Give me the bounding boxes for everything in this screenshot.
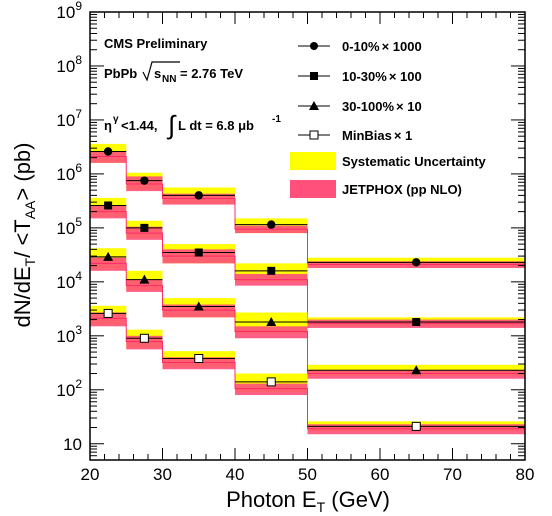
jetphox-band <box>90 151 127 163</box>
data-point <box>103 308 113 318</box>
y-tick-label: 104 <box>56 269 82 292</box>
data-point <box>194 191 203 200</box>
data-point <box>411 365 422 375</box>
jetphox-band <box>235 383 308 396</box>
legend-label: MinBias × 1 <box>342 128 412 143</box>
pink-box-icon <box>290 180 336 198</box>
data-point <box>140 223 149 232</box>
annotation-energy-pbpb: PbPb <box>104 66 137 81</box>
data-point <box>194 248 203 257</box>
x-axis-title: Photon ET (GeV) <box>226 487 390 515</box>
x-tick-label: 20 <box>81 465 100 484</box>
x-tick-label: 50 <box>298 465 317 484</box>
ticks-layer: 20 30 40 50 60 70 80 10 102 103 104 105 106 107 108 109 <box>56 0 534 484</box>
data-point <box>103 147 113 156</box>
data-point <box>140 176 149 185</box>
legend-item-10-30: 10-30% × 100 <box>298 69 422 84</box>
x-tick-label: 80 <box>516 465 535 484</box>
jetphox-band <box>90 312 127 327</box>
y-tick-label: 102 <box>56 377 82 400</box>
y-tick-label: 105 <box>56 215 82 238</box>
legend-label: Systematic Uncertainty <box>342 154 487 169</box>
data-point <box>267 220 276 229</box>
jetphox-band <box>235 326 308 339</box>
y-tick-label: 108 <box>56 53 82 76</box>
data-point <box>103 251 114 261</box>
legend-item-jetphox: JETPHOX (pp NLO) <box>290 180 462 198</box>
y-axis-title: dN/dET/ <TAA> (pb) <box>10 142 38 327</box>
data-point <box>193 301 204 311</box>
legend-label: JETPHOX (pp NLO) <box>342 182 462 197</box>
annotation-energy-value: = 2.76 TeV <box>180 66 243 81</box>
legend-item-30-100: 30-100% × 10 <box>298 99 422 114</box>
x-tick-label: 70 <box>443 465 462 484</box>
annotation-energy-s: s <box>154 66 161 81</box>
jetphox-line <box>90 156 525 265</box>
x-tick-label: 40 <box>226 465 245 484</box>
legend: 0-10% × 1000 10-30% × 100 30-100% × 10 MinB… <box>290 39 487 198</box>
data-point <box>412 258 421 267</box>
legend-item-0-10: 0-10% × 1000 <box>298 39 422 54</box>
annotation-lumi: L dt = 6.8 μb <box>178 118 254 133</box>
y-tick-label: 10 <box>63 435 82 454</box>
data-point <box>266 317 277 327</box>
jetphox-band <box>162 304 235 318</box>
x-tick-label: 30 <box>153 465 172 484</box>
legend-label: 10-30% × 100 <box>342 69 422 84</box>
annotation-eta-cut: <1.44, <box>121 118 158 133</box>
data-point <box>139 333 149 343</box>
filled-triangle-icon <box>309 101 319 110</box>
markers-layer <box>90 147 525 431</box>
annotation-acceptance: η γ <1.44, ∫ L dt = 6.8 μb -1 <box>104 110 281 140</box>
integral-icon: ∫ <box>166 110 177 140</box>
jetphox-band <box>307 370 525 379</box>
data-point <box>139 274 150 284</box>
data-point <box>104 201 113 210</box>
jetphox-band <box>162 357 235 370</box>
data-point <box>412 318 421 327</box>
y-tick-label: 107 <box>56 107 82 130</box>
data-point <box>194 353 204 363</box>
annotation-lumi-exp: -1 <box>272 114 281 125</box>
x-tick-label: 60 <box>371 465 390 484</box>
annotation-energy-nn: NN <box>162 74 176 85</box>
data-point <box>411 421 421 431</box>
annotation-cms-preliminary: CMS Preliminary <box>104 36 208 51</box>
annotation-gamma: γ <box>113 114 119 125</box>
y-tick-label: 103 <box>56 323 82 346</box>
y-tick-label: 109 <box>56 0 82 22</box>
y-tick-label: 106 <box>56 161 82 184</box>
legend-item-minbias: MinBias × 1 <box>298 128 412 143</box>
legend-item-systematic: Systematic Uncertainty <box>290 152 487 170</box>
sqrt-icon <box>142 61 180 82</box>
filled-square-icon <box>310 72 318 80</box>
open-square-icon <box>309 130 319 140</box>
legend-label: 30-100% × 10 <box>342 99 422 114</box>
legend-label: 0-10% × 1000 <box>342 39 422 54</box>
yellow-box-icon <box>290 152 336 170</box>
data-point <box>267 266 276 275</box>
annotation-energy: PbPb s NN = 2.76 TeV <box>104 61 243 85</box>
annotation-eta: η <box>104 118 112 133</box>
jetphox-band <box>90 257 127 271</box>
data-point <box>266 377 276 387</box>
filled-circle-icon <box>310 42 318 50</box>
